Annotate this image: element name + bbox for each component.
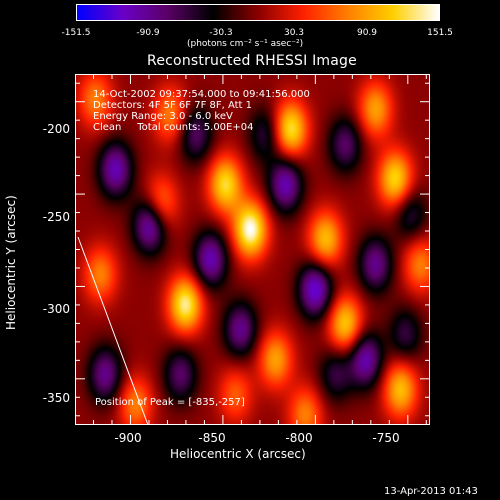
solar-limb-line: [77, 236, 149, 426]
y-axis-label: Heliocentric Y (arcsec): [4, 195, 18, 330]
x-tick-label: -850: [198, 431, 226, 445]
tick-marks: [75, 74, 430, 425]
colorbar-units-label: (photons cm⁻² s⁻¹ asec⁻²): [187, 39, 304, 49]
y-tick-label: -250: [42, 210, 70, 224]
x-tick-label: -750: [372, 431, 400, 445]
colorbar-tick: -30.3: [209, 28, 233, 38]
plot-title: Reconstructed RHESSI Image: [147, 53, 357, 69]
colorbar-tick: -90.9: [136, 28, 160, 38]
info-detectors: Detectors: 4F 5F 6F 7F 8F, Att 1: [93, 100, 253, 111]
info-time-range: 14-Oct-2002 09:37:54.000 to 09:41:56.000: [93, 89, 310, 100]
colorbar-tick: 90.9: [356, 28, 378, 38]
y-tick-label: -350: [42, 391, 70, 405]
footer-timestamp: 13-Apr-2013 01:43: [384, 486, 478, 497]
peak-position-label: Position of Peak = [-835,-257]: [95, 397, 245, 408]
x-tick-label: -900: [114, 431, 142, 445]
colorbar-tick: 30.3: [283, 28, 305, 38]
plot-axes: [75, 74, 430, 426]
image-plot: 14-Oct-2002 09:37:54.000 to 09:41:56.000…: [75, 74, 430, 426]
x-axis-label: Heliocentric X (arcsec): [170, 447, 306, 461]
info-clean-counts: Clean Total counts: 5.00E+04: [93, 122, 254, 133]
colorbar: [76, 4, 440, 21]
info-energy-range: Energy Range: 3.0 - 6.0 keV: [93, 111, 233, 122]
rhessi-image: [75, 74, 430, 425]
colorbar-tick: 151.5: [427, 28, 453, 38]
colorbar-tick: -151.5: [61, 28, 91, 38]
y-tick-label: -200: [42, 122, 70, 136]
y-tick-label: -300: [42, 302, 70, 316]
x-tick-label: -800: [285, 431, 313, 445]
